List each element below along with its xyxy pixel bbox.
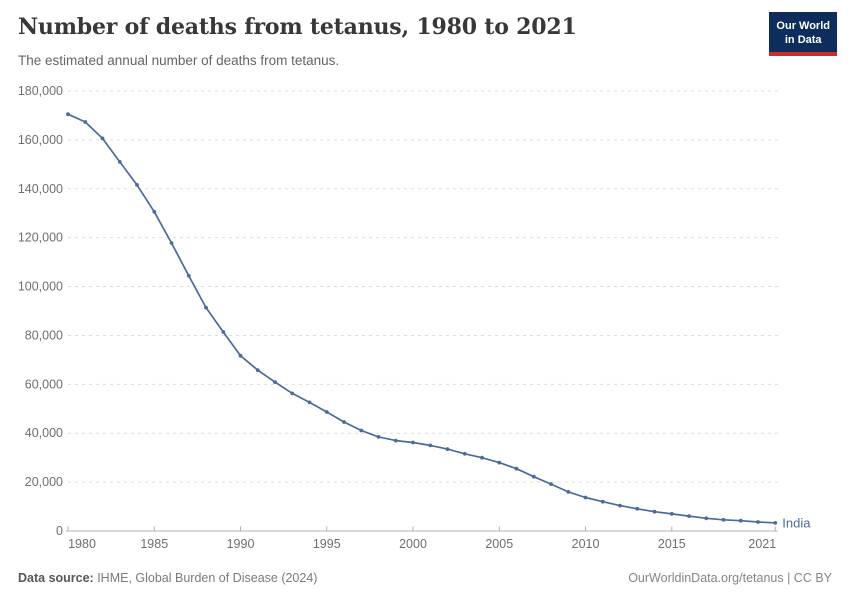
data-point[interactable] [618,503,622,508]
data-point[interactable] [704,516,709,521]
x-axis-label: 2015 [658,537,686,551]
data-point[interactable] [290,391,295,396]
data-point[interactable] [721,517,726,522]
data-point[interactable] [756,520,760,524]
x-axis-label: 1980 [68,537,96,551]
data-point[interactable] [135,183,139,187]
data-point[interactable] [669,512,674,516]
data-point[interactable] [273,380,277,384]
data-point[interactable] [100,136,105,141]
data-point[interactable] [514,466,519,471]
y-axis-label: 160,000 [18,133,63,147]
chart-footer: Data source: IHME, Global Burden of Dise… [18,571,832,585]
data-point[interactable] [583,495,588,500]
y-axis-label: 60,000 [25,377,63,391]
data-point[interactable] [117,160,122,164]
data-point[interactable] [169,241,174,245]
y-axis-label: 80,000 [25,328,63,342]
x-axis-label: 1990 [227,537,255,551]
data-point[interactable] [186,273,191,278]
x-axis-label: 2021 [748,537,776,551]
data-point[interactable] [152,209,157,214]
y-axis-label: 140,000 [18,182,63,196]
data-point[interactable] [204,305,208,310]
data-point[interactable] [738,518,743,523]
y-axis-label: 0 [56,524,63,538]
y-axis-label: 20,000 [25,475,63,489]
y-axis-label: 180,000 [18,84,63,98]
data-point[interactable] [531,474,536,479]
series-line [67,113,777,524]
data-point[interactable] [635,506,640,511]
data-point[interactable] [773,521,778,525]
x-axis-label: 2005 [485,537,513,551]
owid-logo[interactable]: Our World in Data [769,12,837,56]
owid-logo-line2: in Data [784,34,822,47]
data-source: Data source: IHME, Global Burden of Dise… [18,571,317,585]
data-point[interactable] [376,435,381,439]
data-point[interactable] [342,420,346,424]
data-point[interactable] [255,368,260,373]
data-point[interactable] [83,120,88,124]
owid-logo-line1: Our World [776,20,830,32]
data-point[interactable] [652,509,657,514]
x-axis-label: 2010 [572,537,600,551]
data-point[interactable] [393,438,398,443]
y-axis-label: 120,000 [18,231,63,245]
data-point[interactable] [549,482,553,486]
data-point[interactable] [411,440,415,445]
x-axis-label: 2000 [399,537,427,551]
data-point[interactable] [600,499,605,504]
data-point[interactable] [445,447,450,451]
data-point[interactable] [307,400,312,405]
data-point[interactable] [497,460,502,465]
chart-subtitle: The estimated annual number of deaths fr… [18,53,340,68]
data-point[interactable] [221,330,226,334]
y-axis-label: 100,000 [18,280,63,294]
y-axis-label: 40,000 [25,426,63,440]
data-point[interactable] [359,428,364,433]
data-source-value: IHME, Global Burden of Disease (2024) [93,571,318,585]
data-point[interactable] [480,455,484,460]
series-label-india[interactable]: India [782,515,811,530]
data-point[interactable] [687,514,691,518]
data-point[interactable] [66,112,70,117]
data-point[interactable] [428,443,433,448]
page-title: Number of deaths from tetanus, 1980 to 2… [18,14,577,40]
data-point[interactable] [462,451,467,456]
data-point[interactable] [324,410,329,414]
data-source-label: Data source: [18,571,94,585]
x-axis-label: 1985 [140,537,168,551]
data-point[interactable] [238,353,243,358]
x-axis-label: 1995 [313,537,341,551]
line-series-india[interactable]: India [66,112,811,530]
attribution-link[interactable]: OurWorldinData.org/tetanus | CC BY [628,571,832,585]
data-point[interactable] [566,490,571,494]
